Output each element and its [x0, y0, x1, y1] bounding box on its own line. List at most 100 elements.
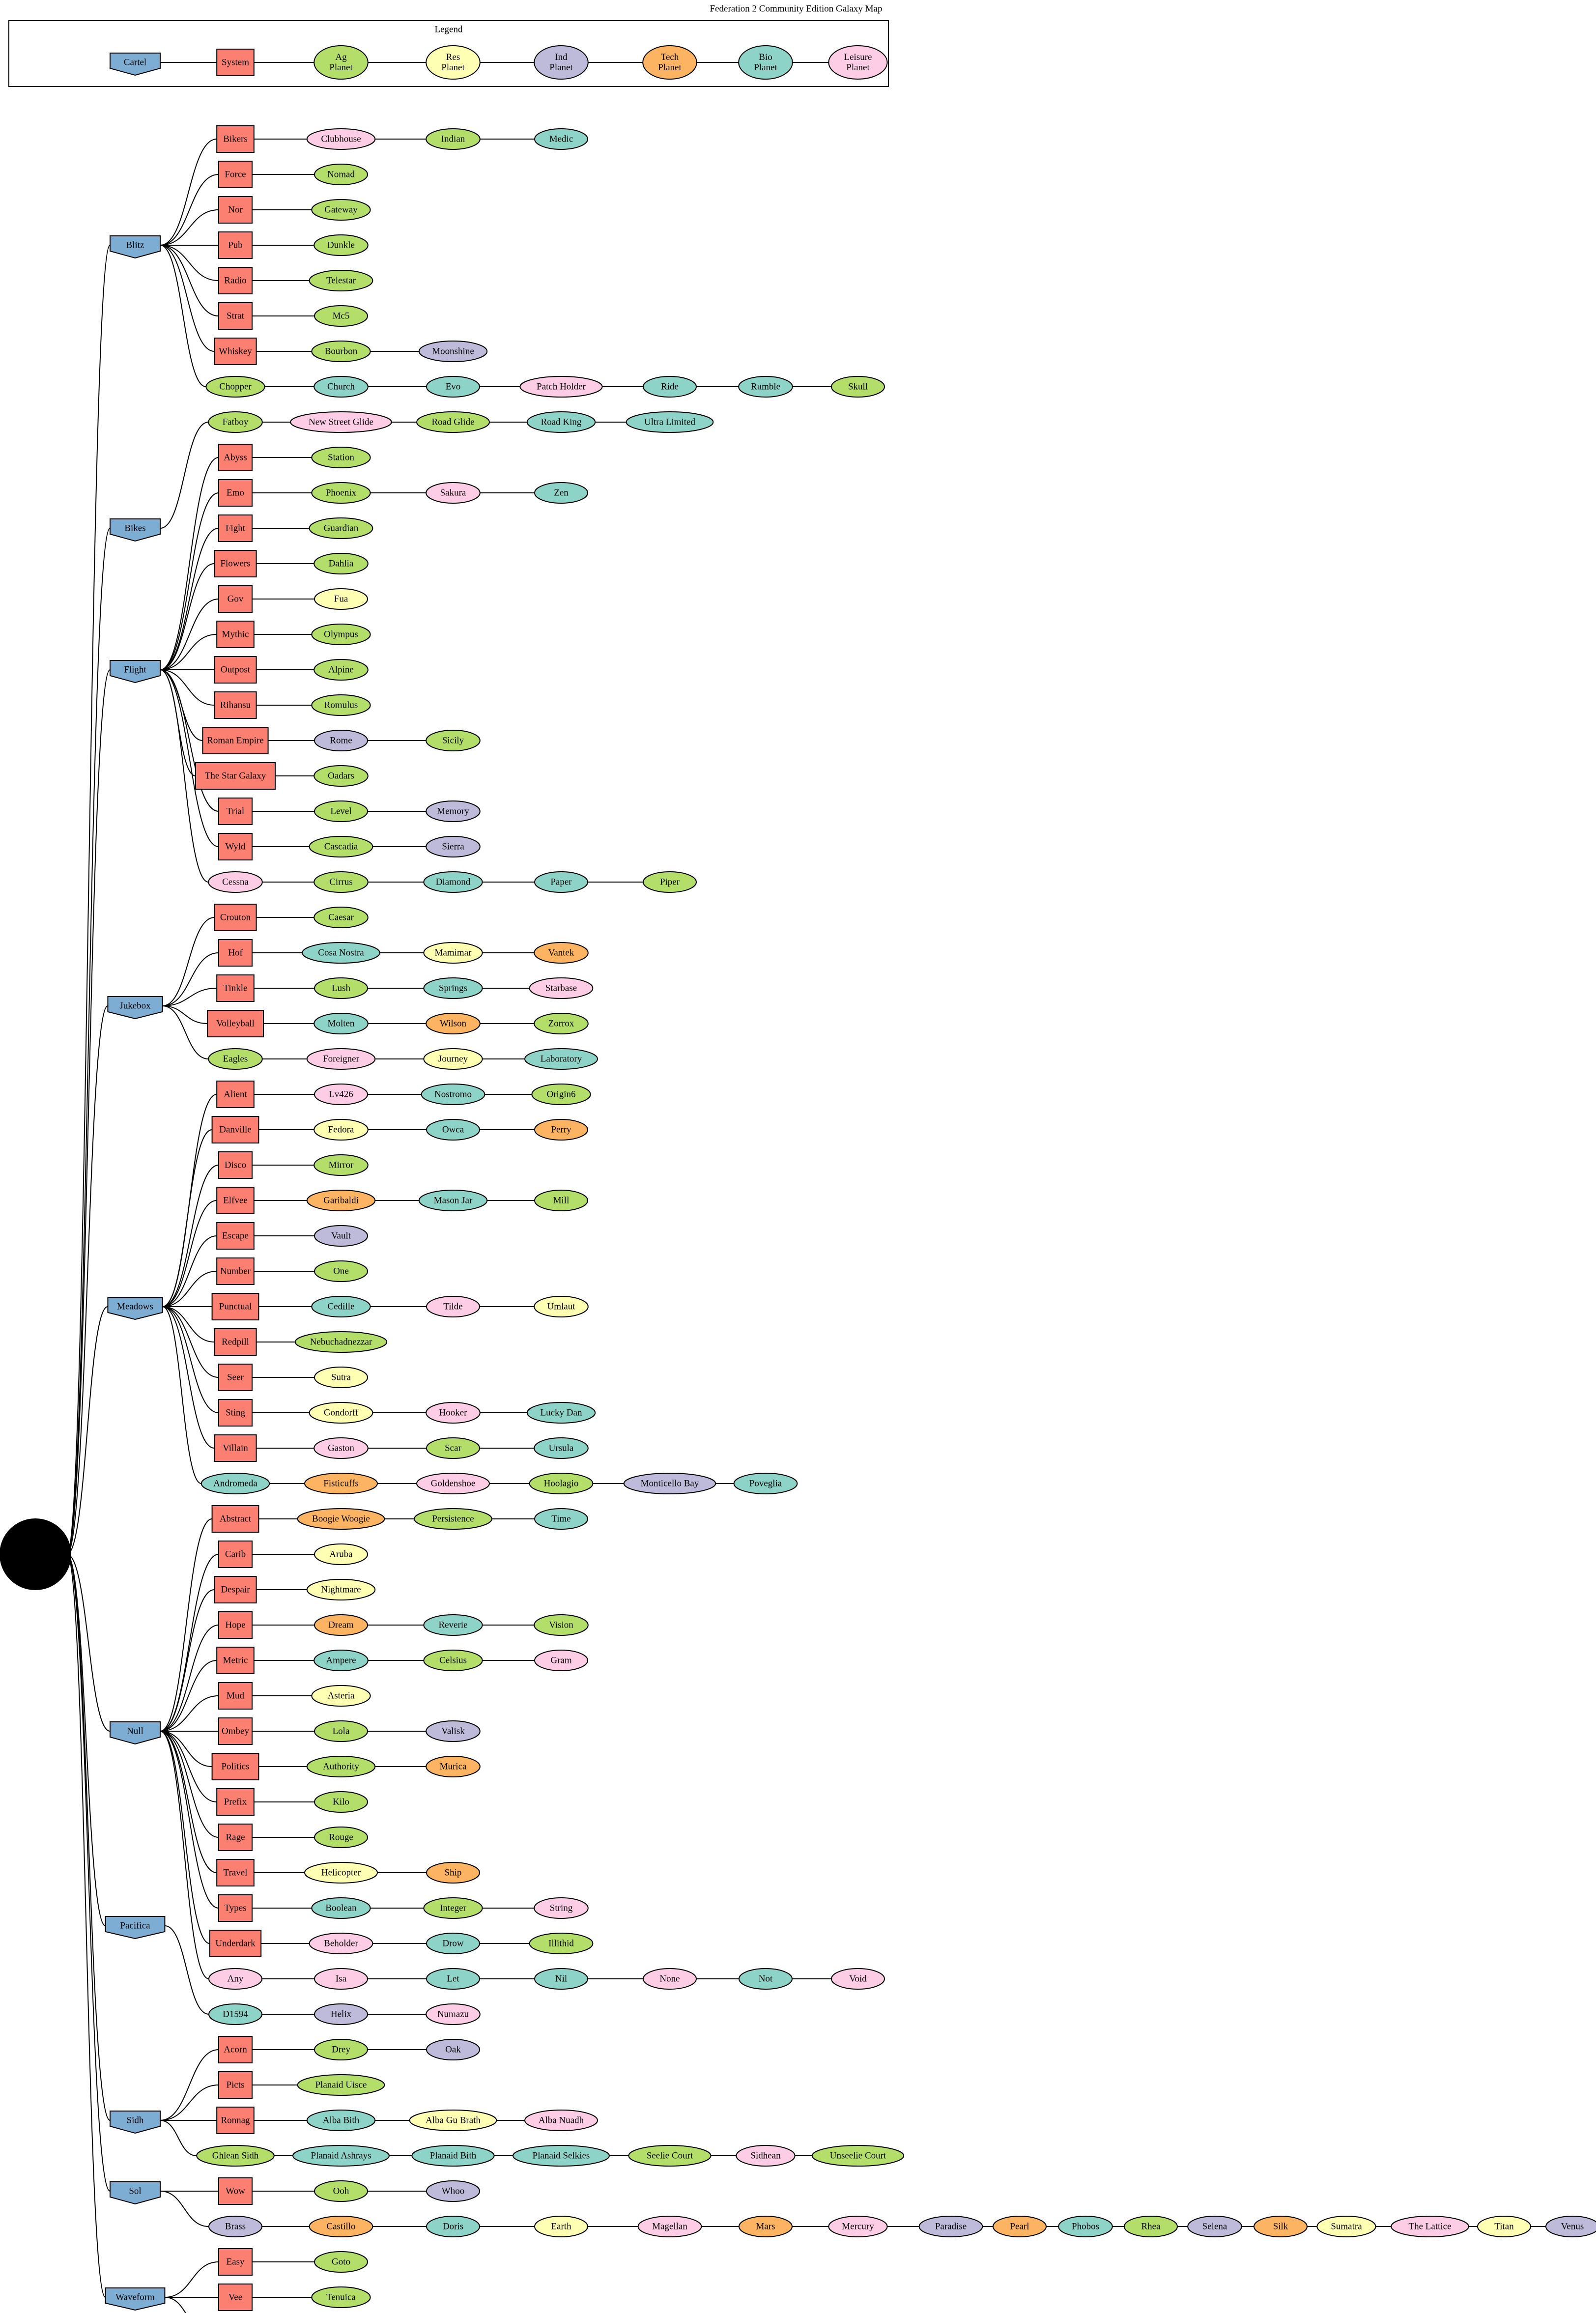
planet-starbase-node[interactable]: Starbase	[529, 977, 594, 999]
planet-ampere-node[interactable]: Ampere	[314, 1650, 369, 1671]
system-politics-node[interactable]: Politics	[211, 1753, 259, 1780]
planet-ghlean-sidh-node[interactable]: Ghlean Sidh	[196, 2145, 275, 2167]
planet-reverie-node[interactable]: Reverie	[423, 1614, 483, 1636]
planet-nomad-node[interactable]: Nomad	[314, 164, 368, 185]
cartel-jukebox-node[interactable]: Jukebox	[107, 996, 163, 1020]
planet-sutra-node[interactable]: Sutra	[314, 1367, 368, 1388]
planet-mercury-node[interactable]: Mercury	[828, 2216, 888, 2237]
planet-poveglia-node[interactable]: Poveglia	[733, 1473, 798, 1494]
planet-goldenshoe-node[interactable]: Goldenshoe	[416, 1473, 490, 1494]
planet-romulus-node[interactable]: Romulus	[311, 694, 371, 716]
planet-asteria-node[interactable]: Asteria	[311, 1685, 371, 1707]
planet-magellan-node[interactable]: Magellan	[637, 2216, 702, 2237]
cartel-sol-node[interactable]: Sol	[110, 2181, 161, 2205]
system-gov-node[interactable]: Gov	[218, 585, 253, 613]
planet-indian-node[interactable]: Indian	[426, 128, 481, 150]
system-redpill-node[interactable]: Redpill	[214, 1328, 257, 1356]
planet-scar-node[interactable]: Scar	[426, 1437, 480, 1459]
system-crouton-node[interactable]: Crouton	[214, 904, 257, 931]
planet-eagles-node[interactable]: Eagles	[208, 1048, 263, 1070]
planet-silk-node[interactable]: Silk	[1254, 2216, 1308, 2237]
planet-the-lattice-node[interactable]: The Lattice	[1391, 2216, 1469, 2237]
system-nor-node[interactable]: Nor	[218, 196, 253, 224]
planet-helix-node[interactable]: Helix	[314, 2003, 368, 2025]
planet-molten-node[interactable]: Molten	[314, 1013, 369, 1034]
planet-nostromo-node[interactable]: Nostromo	[421, 1084, 485, 1105]
system-hof-node[interactable]: Hof	[218, 939, 253, 967]
system-radio-node[interactable]: Radio	[218, 267, 253, 294]
planet-selena-node[interactable]: Selena	[1187, 2216, 1242, 2237]
system-easy-node[interactable]: Easy	[218, 2248, 253, 2276]
legend-cartel-node[interactable]: Cartel	[110, 53, 161, 76]
system-wyld-node[interactable]: Wyld	[218, 833, 253, 860]
system-emo-node[interactable]: Emo	[218, 479, 253, 507]
planet-gondorff-node[interactable]: Gondorff	[309, 1402, 373, 1424]
planet-lv426-node[interactable]: Lv426	[314, 1084, 368, 1105]
planet-oadars-node[interactable]: Oadars	[314, 765, 369, 787]
system-seer-node[interactable]: Seer	[218, 1364, 253, 1391]
planet-cascadia-node[interactable]: Cascadia	[309, 836, 373, 857]
planet-any-node[interactable]: Any	[208, 1968, 262, 1990]
planet-fisticuffs-node[interactable]: Fisticuffs	[304, 1473, 378, 1494]
planet-cessna-node[interactable]: Cessna	[208, 871, 263, 893]
planet-paradise-node[interactable]: Paradise	[918, 2216, 983, 2237]
planet-rome-node[interactable]: Rome	[314, 730, 368, 751]
planet-new-street-glide-node[interactable]: New Street Glide	[290, 411, 392, 433]
cartel-sidh-node[interactable]: Sidh	[110, 2111, 161, 2134]
planet-sakura-node[interactable]: Sakura	[426, 482, 481, 504]
planet-piper-node[interactable]: Piper	[643, 871, 697, 893]
planet-hoolagio-node[interactable]: Hoolagio	[529, 1473, 594, 1494]
planet-lola-node[interactable]: Lola	[314, 1720, 368, 1742]
planet-lush-node[interactable]: Lush	[314, 977, 368, 999]
planet-planaid-ashrays-node[interactable]: Planaid Ashrays	[292, 2145, 390, 2167]
system-abyss-node[interactable]: Abyss	[218, 444, 253, 471]
system-outpost-node[interactable]: Outpost	[214, 656, 257, 684]
planet-alpine-node[interactable]: Alpine	[314, 659, 369, 681]
planet-fua-node[interactable]: Fua	[314, 588, 368, 610]
planet-phobos-node[interactable]: Phobos	[1058, 2216, 1113, 2237]
planet-isa-node[interactable]: Isa	[314, 1968, 368, 1990]
planet-diamond-node[interactable]: Diamond	[423, 871, 483, 893]
planet-helicopter-node[interactable]: Helicopter	[304, 1862, 378, 1884]
planet-none-node[interactable]: None	[643, 1968, 697, 1990]
planet-patch-holder-node[interactable]: Patch Holder	[519, 376, 603, 398]
planet-skull-node[interactable]: Skull	[831, 376, 885, 398]
system-mud-node[interactable]: Mud	[218, 1682, 253, 1710]
planet-monticello-bay-node[interactable]: Monticello Bay	[623, 1473, 716, 1494]
system-force-node[interactable]: Force	[218, 161, 253, 188]
planet-level-node[interactable]: Level	[314, 800, 368, 822]
planet-murica-node[interactable]: Murica	[426, 1756, 481, 1777]
planet-andromeda-node[interactable]: Andromeda	[200, 1473, 270, 1494]
planet-drey-node[interactable]: Drey	[314, 2039, 368, 2060]
cartel-null-node[interactable]: Null	[110, 1721, 161, 1745]
planet-zen-node[interactable]: Zen	[534, 482, 588, 504]
planet-hooker-node[interactable]: Hooker	[426, 1402, 481, 1424]
planet-caesar-node[interactable]: Caesar	[314, 907, 369, 928]
planet-ooh-node[interactable]: Ooh	[314, 2180, 368, 2202]
planet-station-node[interactable]: Station	[311, 447, 371, 468]
planet-ultra-limited-node[interactable]: Ultra Limited	[626, 411, 714, 433]
cartel-flight-node[interactable]: Flight	[110, 660, 161, 684]
planet-gram-node[interactable]: Gram	[534, 1650, 588, 1671]
planet-church-node[interactable]: Church	[314, 376, 369, 398]
system-number-node[interactable]: Number	[216, 1257, 255, 1285]
planet-nebuchadnezzar-node[interactable]: Nebuchadnezzar	[294, 1331, 388, 1353]
planet-dunkle-node[interactable]: Dunkle	[314, 234, 369, 256]
planet-fatboy-node[interactable]: Fatboy	[208, 411, 263, 433]
planet-void-node[interactable]: Void	[831, 1968, 885, 1990]
system-hope-node[interactable]: Hope	[218, 1611, 253, 1639]
planet-boogie-woogie-node[interactable]: Boogie Woogie	[297, 1508, 385, 1530]
planet-nightmare-node[interactable]: Nightmare	[306, 1579, 376, 1600]
planet-authority-node[interactable]: Authority	[306, 1756, 376, 1777]
system-escape-node[interactable]: Escape	[216, 1222, 255, 1250]
planet-boolean-node[interactable]: Boolean	[311, 1897, 371, 1919]
planet-gateway-node[interactable]: Gateway	[311, 199, 371, 221]
planet-clubhouse-node[interactable]: Clubhouse	[306, 128, 376, 150]
planet-mc5-node[interactable]: Mc5	[314, 305, 368, 327]
planet-let-node[interactable]: Let	[426, 1968, 480, 1990]
planet-mason-jar-node[interactable]: Mason Jar	[418, 1190, 488, 1211]
